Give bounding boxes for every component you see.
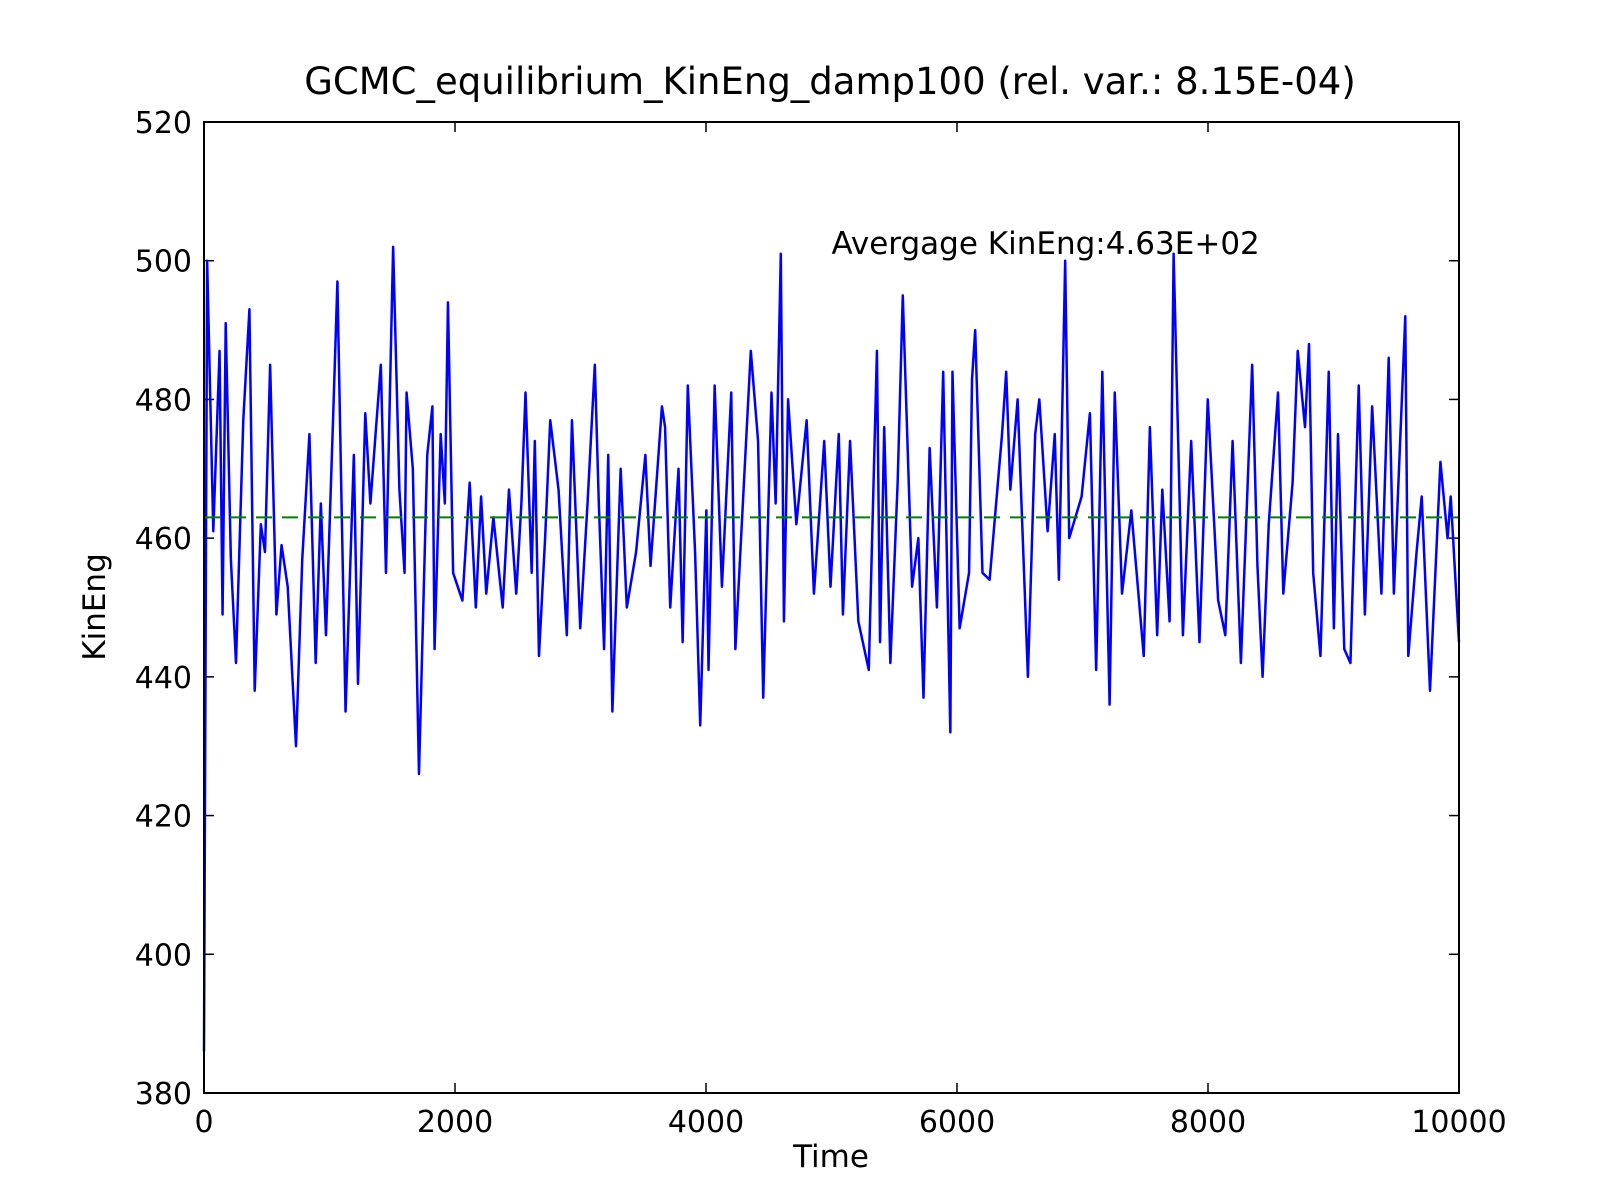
- x-tick-label: 6000: [919, 1105, 995, 1140]
- x-tick-label: 4000: [668, 1105, 744, 1140]
- y-tick-label: 460: [135, 522, 192, 557]
- y-tick-label: 480: [135, 383, 192, 418]
- chart-title: GCMC_equilibrium_KinEng_damp100 (rel. va…: [304, 60, 1356, 103]
- y-tick-label: 400: [135, 938, 192, 973]
- x-tick-label: 2000: [417, 1105, 493, 1140]
- annotation: Avergage KinEng:4.63E+02: [832, 226, 1260, 262]
- x-axis-label: Time: [792, 1139, 869, 1175]
- y-tick-label: 500: [135, 245, 192, 280]
- data-line: [202, 245, 1461, 1052]
- y-tick-label: 440: [135, 661, 192, 696]
- y-tick-label: 420: [135, 800, 192, 835]
- y-axis-label: KinEng: [77, 553, 113, 661]
- x-tick-label: 8000: [1170, 1105, 1246, 1140]
- plot-frame: [203, 121, 1460, 1094]
- y-tick-label: 380: [135, 1077, 192, 1112]
- x-tick-label: 0: [194, 1105, 213, 1140]
- y-tick-label: 520: [135, 106, 192, 141]
- x-tick-label: 10000: [1411, 1105, 1506, 1140]
